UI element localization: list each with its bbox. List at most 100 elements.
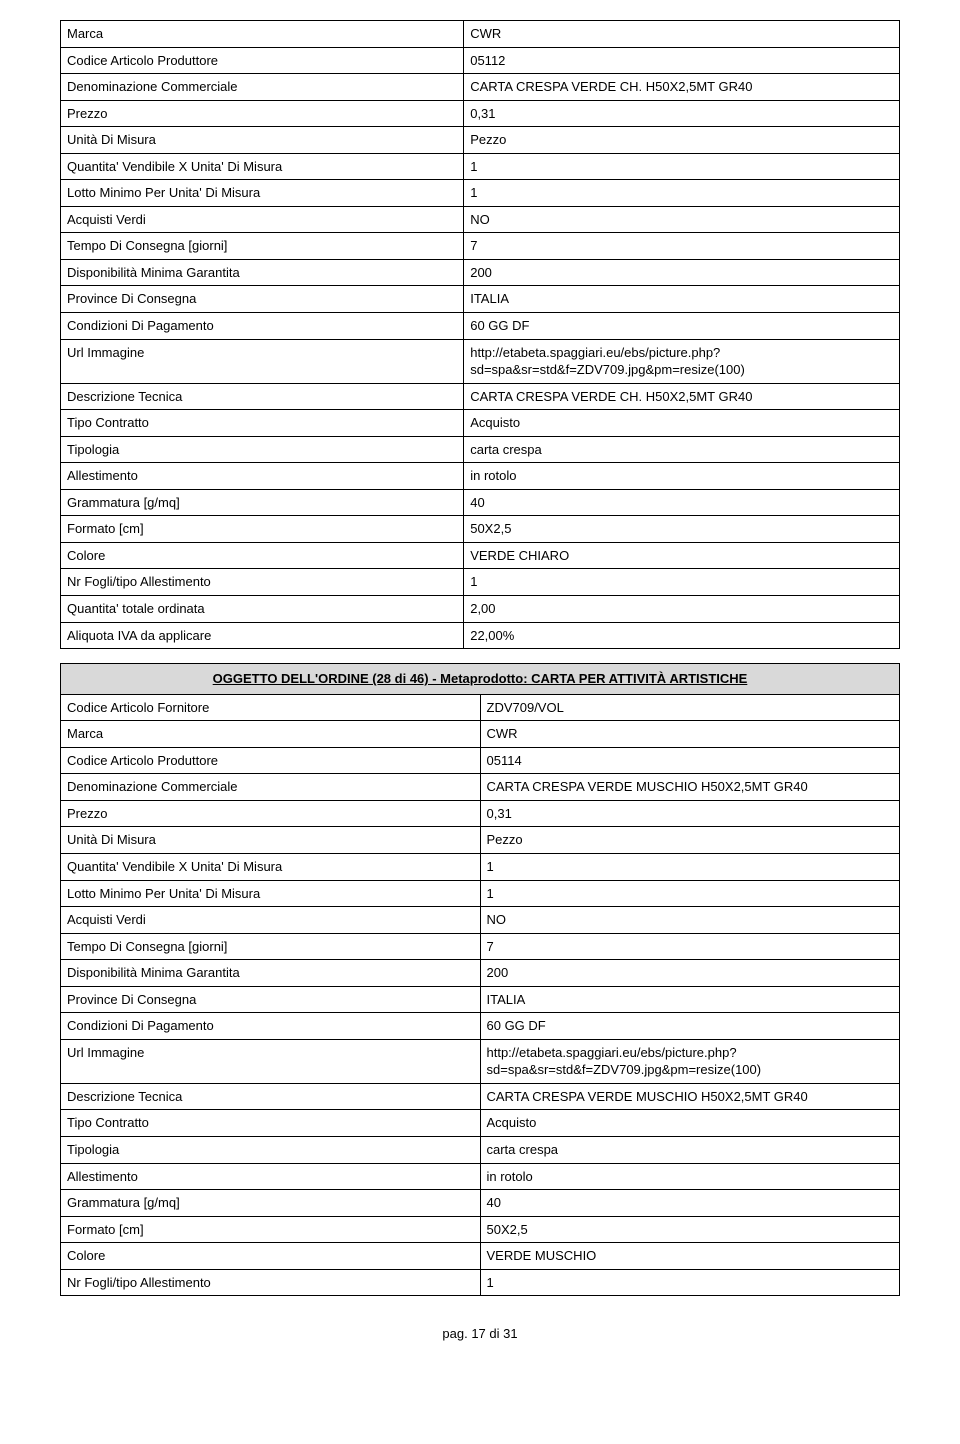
row-value: Acquisto [464,410,900,437]
row-value: 60 GG DF [464,313,900,340]
row-label: Codice Articolo Produttore [61,747,481,774]
row-label: Allestimento [61,463,464,490]
page-container: MarcaCWRCodice Articolo Produttore05112D… [0,0,960,1381]
row-label: Quantita' Vendibile X Unita' Di Misura [61,153,464,180]
row-label: Tipologia [61,436,464,463]
table-row: Prezzo0,31 [61,800,900,827]
row-label: Aliquota IVA da applicare [61,622,464,649]
table-row: Condizioni Di Pagamento60 GG DF [61,1013,900,1040]
row-value: 1 [480,853,900,880]
row-value: 1 [464,569,900,596]
row-label: Grammatura [g/mq] [61,489,464,516]
row-value: in rotolo [464,463,900,490]
row-label: Tempo Di Consegna [giorni] [61,233,464,260]
row-value: VERDE MUSCHIO [480,1243,900,1270]
row-value: Pezzo [480,827,900,854]
row-label: Condizioni Di Pagamento [61,1013,481,1040]
table-row: Acquisti VerdiNO [61,907,900,934]
row-value: 50X2,5 [464,516,900,543]
section-header-row: OGGETTO DELL'ORDINE (28 di 46) - Metapro… [61,664,900,695]
row-value: CWR [464,21,900,48]
row-label: Disponibilità Minima Garantita [61,259,464,286]
row-label: Allestimento [61,1163,481,1190]
row-label: Nr Fogli/tipo Allestimento [61,569,464,596]
row-label: Province Di Consegna [61,286,464,313]
table-row: Tempo Di Consegna [giorni]7 [61,933,900,960]
row-value: 0,31 [464,100,900,127]
table-row: Formato [cm]50X2,5 [61,516,900,543]
table-row: Allestimentoin rotolo [61,1163,900,1190]
table-row: Codice Articolo Produttore05114 [61,747,900,774]
table-row: Denominazione CommercialeCARTA CRESPA VE… [61,74,900,101]
row-value: carta crespa [480,1136,900,1163]
row-value: 60 GG DF [480,1013,900,1040]
table-row: Codice Articolo FornitoreZDV709/VOL [61,694,900,721]
table-row: Unità Di MisuraPezzo [61,827,900,854]
table-row: Quantita' Vendibile X Unita' Di Misura1 [61,853,900,880]
row-value: ITALIA [480,986,900,1013]
row-label: Marca [61,721,481,748]
row-value: VERDE CHIARO [464,542,900,569]
row-value: in rotolo [480,1163,900,1190]
row-label: Acquisti Verdi [61,907,481,934]
row-value: CWR [480,721,900,748]
table-row: Grammatura [g/mq]40 [61,489,900,516]
row-label: Colore [61,542,464,569]
row-label: Unità Di Misura [61,827,481,854]
row-value: CARTA CRESPA VERDE CH. H50X2,5MT GR40 [464,383,900,410]
row-value: 05114 [480,747,900,774]
row-value: 1 [480,880,900,907]
row-label: Descrizione Tecnica [61,1083,481,1110]
table-row: Denominazione CommercialeCARTA CRESPA VE… [61,774,900,801]
row-label: Condizioni Di Pagamento [61,313,464,340]
row-label: Disponibilità Minima Garantita [61,960,481,987]
row-value: carta crespa [464,436,900,463]
table-row: Tipo ContrattoAcquisto [61,1110,900,1137]
row-label: Marca [61,21,464,48]
table-row: MarcaCWR [61,721,900,748]
table-row: Formato [cm]50X2,5 [61,1216,900,1243]
row-value: 7 [464,233,900,260]
spacer [60,649,900,663]
row-value: 1 [464,153,900,180]
row-label: Codice Articolo Fornitore [61,694,481,721]
table-row: Tempo Di Consegna [giorni]7 [61,233,900,260]
order-table-1: MarcaCWRCodice Articolo Produttore05112D… [60,20,900,649]
row-value: CARTA CRESPA VERDE CH. H50X2,5MT GR40 [464,74,900,101]
row-label: Lotto Minimo Per Unita' Di Misura [61,880,481,907]
row-label: Unità Di Misura [61,127,464,154]
row-label: Lotto Minimo Per Unita' Di Misura [61,180,464,207]
table-row: Prezzo0,31 [61,100,900,127]
section-header-cell: OGGETTO DELL'ORDINE (28 di 46) - Metapro… [61,664,900,695]
table-row: Tipologiacarta crespa [61,1136,900,1163]
row-value: Pezzo [464,127,900,154]
row-value: 50X2,5 [480,1216,900,1243]
row-label: Url Immagine [61,1039,481,1083]
table-row: Codice Articolo Produttore05112 [61,47,900,74]
table-row: Descrizione TecnicaCARTA CRESPA VERDE MU… [61,1083,900,1110]
row-value: 1 [480,1269,900,1296]
table-row: Grammatura [g/mq]40 [61,1190,900,1217]
table-row: Acquisti VerdiNO [61,206,900,233]
table-row: Province Di ConsegnaITALIA [61,286,900,313]
row-label: Codice Articolo Produttore [61,47,464,74]
row-label: Quantita' Vendibile X Unita' Di Misura [61,853,481,880]
table-row: ColoreVERDE MUSCHIO [61,1243,900,1270]
row-value: CARTA CRESPA VERDE MUSCHIO H50X2,5MT GR4… [480,1083,900,1110]
row-label: Prezzo [61,100,464,127]
row-label: Url Immagine [61,339,464,383]
table-row: Nr Fogli/tipo Allestimento1 [61,569,900,596]
row-label: Province Di Consegna [61,986,481,1013]
row-value: 1 [464,180,900,207]
table-row: Url Immaginehttp://etabeta.spaggiari.eu/… [61,1039,900,1083]
row-label: Tempo Di Consegna [giorni] [61,933,481,960]
row-label: Nr Fogli/tipo Allestimento [61,1269,481,1296]
table-row: Unità Di MisuraPezzo [61,127,900,154]
row-value: 22,00% [464,622,900,649]
row-label: Acquisti Verdi [61,206,464,233]
table-row: MarcaCWR [61,21,900,48]
table-row: Tipo ContrattoAcquisto [61,410,900,437]
row-label: Formato [cm] [61,1216,481,1243]
row-label: Grammatura [g/mq] [61,1190,481,1217]
table-row: Lotto Minimo Per Unita' Di Misura1 [61,180,900,207]
